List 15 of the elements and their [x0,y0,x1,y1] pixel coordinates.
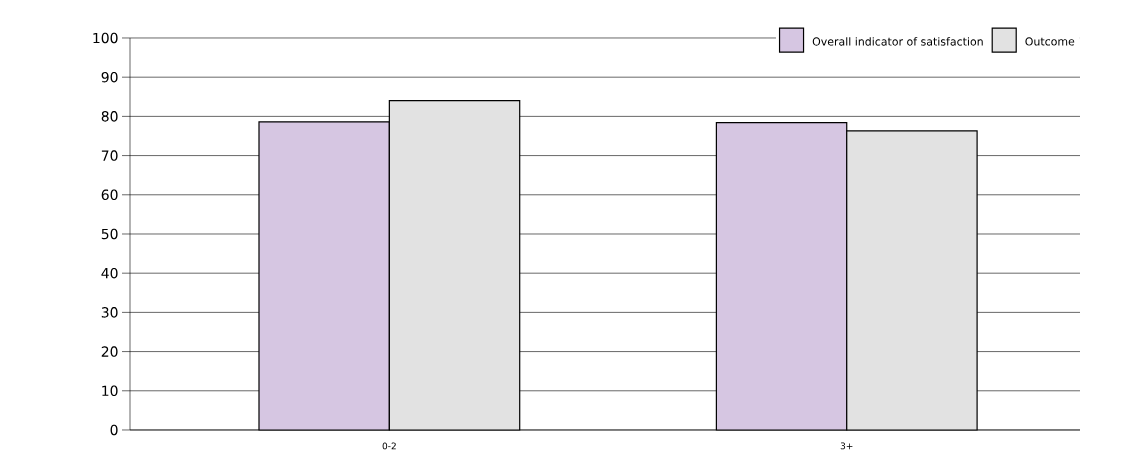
legend-label: Overall indicator of satisfaction [812,37,983,46]
y-tick-label: 10 [102,385,118,397]
y-tick-label: 60 [101,189,118,201]
y-tick-label: 40 [101,267,118,279]
x-tick-label: 3+ [840,442,853,450]
y-tick-label: 70 [101,150,118,161]
y-tick-label: 50 [101,228,118,240]
y-tick-label: 20 [101,346,118,357]
y-tick-label: 90 [101,71,118,83]
y-tick-label: 80 [101,111,118,122]
legend-label: Outcome [1025,37,1075,46]
y-tick-label: 0 [110,424,118,436]
x-tick-label: 0-2 [382,442,396,450]
y-tick-label: 100 [93,32,118,44]
y-tick-label: 30 [101,307,118,318]
